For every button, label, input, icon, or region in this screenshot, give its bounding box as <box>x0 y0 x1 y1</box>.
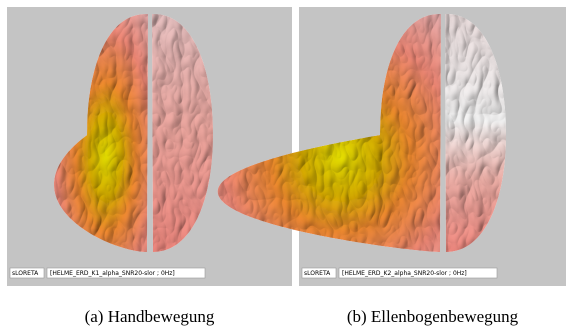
status-box <box>46 267 206 279</box>
panel: sLORETA [HELME_ERD_K2_alpha_SNR20-slor ; … <box>217 7 566 326</box>
status-file: [HELME_ERD_K1_alpha_SNR20-slor ; 0Hz] <box>50 270 175 277</box>
right-hemisphere <box>445 13 506 253</box>
right-hemisphere <box>152 13 213 253</box>
panels: sLORETA [HELME_ERD_K1_alpha_SNR20-slor ; … <box>7 7 566 326</box>
left-hemisphere <box>53 13 149 253</box>
status-box <box>9 267 45 279</box>
status-method: sLORETA <box>12 270 39 277</box>
status-box <box>301 267 337 279</box>
status-file: [HELME_ERD_K2_alpha_SNR20-slor ; 0Hz] <box>342 270 467 277</box>
caption: (b) Ellenbogenbewegung <box>347 307 519 326</box>
status-method: sLORETA <box>304 270 331 277</box>
viewer-background <box>7 7 292 286</box>
left-hemisphere <box>217 13 441 253</box>
panel: sLORETA [HELME_ERD_K1_alpha_SNR20-slor ; … <box>7 7 292 326</box>
status-box <box>338 267 498 279</box>
caption: (a) Handbewegung <box>85 307 215 326</box>
